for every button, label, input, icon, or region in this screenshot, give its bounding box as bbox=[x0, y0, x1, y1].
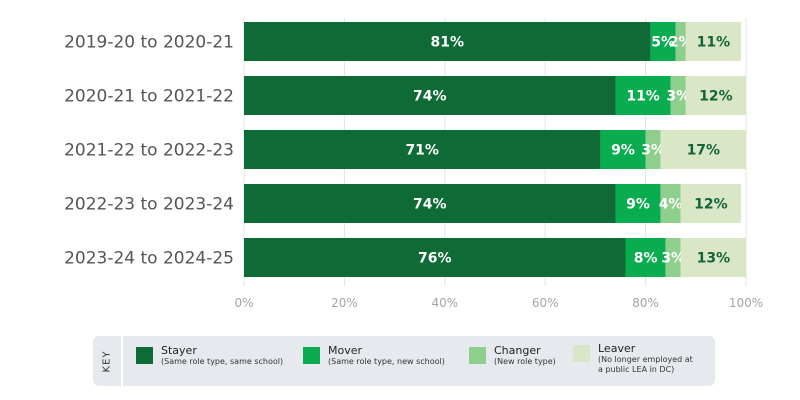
legend-swatch-leaver bbox=[573, 345, 590, 362]
x-tick-label: 40% bbox=[431, 296, 458, 310]
legend-item-changer: Changer (New role type) bbox=[469, 344, 556, 367]
bar-segment-mover bbox=[615, 184, 661, 223]
legend-item-leaver: Leaver (No longer employed at a public L… bbox=[573, 342, 693, 375]
x-tick-label: 100% bbox=[729, 296, 763, 310]
bar-segment-leaver bbox=[685, 22, 741, 61]
data-label-mover: 5% bbox=[651, 35, 675, 51]
legend-item-stayer: Stayer (Same role type, same school) bbox=[136, 344, 283, 367]
legend-title-box: KEY bbox=[93, 336, 121, 386]
legend-swatch-changer bbox=[469, 347, 486, 364]
legend-swatch-stayer bbox=[136, 347, 153, 364]
legend-swatch-mover bbox=[303, 347, 320, 364]
data-label-changer: 4% bbox=[659, 197, 683, 213]
data-label-leaver: 17% bbox=[687, 143, 721, 159]
data-label-changer: 3% bbox=[661, 251, 685, 267]
x-tick-label: 60% bbox=[532, 296, 559, 310]
legend-divider bbox=[121, 336, 123, 386]
data-label-mover: 9% bbox=[611, 143, 635, 159]
bar-segment-changer bbox=[670, 76, 686, 115]
bar-segment-mover bbox=[625, 238, 666, 277]
bar-segment-changer bbox=[675, 22, 686, 61]
bar-segment-stayer bbox=[244, 184, 616, 223]
legend-label-stayer: Stayer bbox=[161, 344, 197, 357]
category-label: 2020-21 to 2021-22 bbox=[64, 87, 234, 107]
bar-segment-leaver bbox=[685, 76, 746, 115]
x-tick-label: 0% bbox=[234, 296, 253, 310]
data-label-leaver: 12% bbox=[699, 89, 733, 105]
legend-label-leaver: Leaver bbox=[598, 342, 636, 355]
legend-label-mover: Mover bbox=[328, 344, 363, 357]
legend-title: KEY bbox=[101, 350, 113, 372]
legend-desc-stayer: (Same role type, same school) bbox=[161, 357, 284, 366]
data-label-mover: 9% bbox=[626, 197, 650, 213]
bar-segment-changer bbox=[660, 184, 681, 223]
category-label: 2022-23 to 2023-24 bbox=[64, 195, 234, 215]
legend-item-mover: Mover (Same role type, new school) bbox=[303, 344, 445, 367]
category-label: 2019-20 to 2020-21 bbox=[64, 33, 234, 53]
bar-segment-mover bbox=[600, 130, 646, 169]
data-label-changer: 3% bbox=[641, 143, 665, 159]
bar-segment-stayer bbox=[244, 238, 626, 277]
category-label: 2023-24 to 2024-25 bbox=[64, 249, 234, 269]
data-label-changer: 3% bbox=[666, 89, 690, 105]
data-label-leaver: 13% bbox=[697, 251, 731, 267]
data-label-stayer: 71% bbox=[405, 143, 439, 159]
legend-label-changer: Changer bbox=[494, 344, 541, 357]
bar-segment-stayer bbox=[244, 22, 651, 61]
data-label-mover: 8% bbox=[634, 251, 658, 267]
bar-segment-leaver bbox=[660, 130, 746, 169]
x-tick-label: 80% bbox=[632, 296, 659, 310]
bar-segment-mover bbox=[650, 22, 676, 61]
category-label: 2021-22 to 2022-23 bbox=[64, 141, 234, 161]
legend-desc-leaver-line1: (No longer employed at bbox=[598, 355, 693, 364]
data-label-leaver: 12% bbox=[694, 197, 728, 213]
bar-segment-changer bbox=[665, 238, 681, 277]
bar-segment-changer bbox=[645, 130, 661, 169]
bar-segment-mover bbox=[615, 76, 671, 115]
legend-desc-mover: (Same role type, new school) bbox=[328, 357, 445, 366]
data-label-stayer: 81% bbox=[431, 35, 465, 51]
bar-segment-stayer bbox=[244, 130, 601, 169]
legend-desc-changer: (New role type) bbox=[494, 357, 556, 366]
bar-segment-leaver bbox=[680, 238, 746, 277]
bar-segment-leaver bbox=[680, 184, 741, 223]
data-label-stayer: 74% bbox=[413, 89, 447, 105]
x-tick-label: 20% bbox=[331, 296, 358, 310]
legend: KEY Stayer (Same role type, same school)… bbox=[93, 336, 715, 386]
data-label-stayer: 76% bbox=[418, 251, 452, 267]
data-label-leaver: 11% bbox=[697, 35, 731, 51]
data-label-stayer: 74% bbox=[413, 197, 447, 213]
bar-segment-stayer bbox=[244, 76, 616, 115]
legend-desc-leaver-line2: a public LEA in DC) bbox=[598, 365, 675, 374]
stacked-bar-chart: 0% 20% 40% 60% 80% 100% 2019-20 to 2020-21 81% 5… bbox=[64, 18, 763, 310]
data-label-mover: 11% bbox=[626, 89, 660, 105]
